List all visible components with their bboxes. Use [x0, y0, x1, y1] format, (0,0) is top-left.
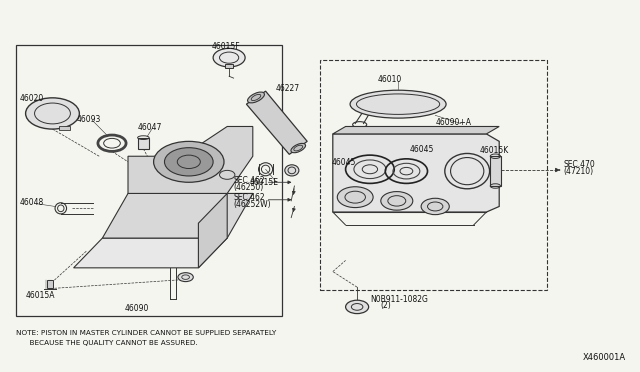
- Polygon shape: [128, 126, 253, 193]
- Text: NOTE: PISTON IN MASTER CYLINDER CANNOT BE SUPPLIED SEPARATELY: NOTE: PISTON IN MASTER CYLINDER CANNOT B…: [16, 330, 276, 336]
- Ellipse shape: [248, 92, 264, 103]
- Text: 46090: 46090: [125, 304, 149, 313]
- Polygon shape: [246, 91, 307, 154]
- Ellipse shape: [291, 143, 305, 153]
- Ellipse shape: [350, 90, 446, 118]
- Text: SEC.462: SEC.462: [234, 193, 265, 202]
- Text: 46045: 46045: [410, 145, 434, 154]
- Bar: [59, 126, 70, 130]
- Circle shape: [164, 148, 213, 176]
- Circle shape: [346, 300, 369, 314]
- Text: 46015F: 46015F: [211, 42, 240, 51]
- Text: 46093: 46093: [77, 115, 101, 124]
- Bar: [320, 60, 547, 290]
- Text: 46010: 46010: [378, 76, 402, 84]
- Bar: [490, 156, 501, 186]
- Bar: [138, 138, 149, 149]
- Circle shape: [213, 48, 245, 67]
- Text: BECAUSE THE QUALITY CANNOT BE ASSURED.: BECAUSE THE QUALITY CANNOT BE ASSURED.: [16, 340, 198, 346]
- Circle shape: [26, 98, 79, 129]
- Bar: [225, 64, 233, 68]
- Text: 46045: 46045: [332, 158, 356, 167]
- Polygon shape: [333, 134, 499, 212]
- Polygon shape: [74, 238, 227, 268]
- Circle shape: [178, 273, 193, 282]
- Text: X460001A: X460001A: [583, 353, 626, 362]
- Circle shape: [421, 198, 449, 215]
- Text: (47210): (47210): [563, 167, 593, 176]
- Text: 46020: 46020: [19, 94, 44, 103]
- Ellipse shape: [285, 165, 299, 176]
- Bar: [47, 280, 53, 288]
- Text: SEC.462: SEC.462: [234, 176, 265, 185]
- Circle shape: [381, 192, 413, 210]
- Text: SEC.470: SEC.470: [563, 160, 595, 169]
- Text: 46090+A: 46090+A: [435, 118, 471, 127]
- Text: N0B911-1082G: N0B911-1082G: [370, 295, 428, 304]
- Text: 46015A: 46015A: [26, 291, 55, 300]
- Polygon shape: [102, 193, 253, 238]
- Polygon shape: [198, 193, 227, 268]
- Text: (46252W): (46252W): [234, 200, 271, 209]
- Bar: [16, 45, 282, 316]
- Text: (2): (2): [381, 301, 392, 310]
- Text: 46015E: 46015E: [250, 178, 278, 187]
- Text: 46227: 46227: [275, 84, 300, 93]
- Circle shape: [337, 187, 373, 208]
- Polygon shape: [333, 126, 499, 134]
- Text: (46250): (46250): [234, 183, 264, 192]
- Text: 46015K: 46015K: [480, 146, 509, 155]
- Text: 46048: 46048: [19, 198, 44, 207]
- Text: 46047: 46047: [138, 123, 162, 132]
- Circle shape: [154, 141, 224, 182]
